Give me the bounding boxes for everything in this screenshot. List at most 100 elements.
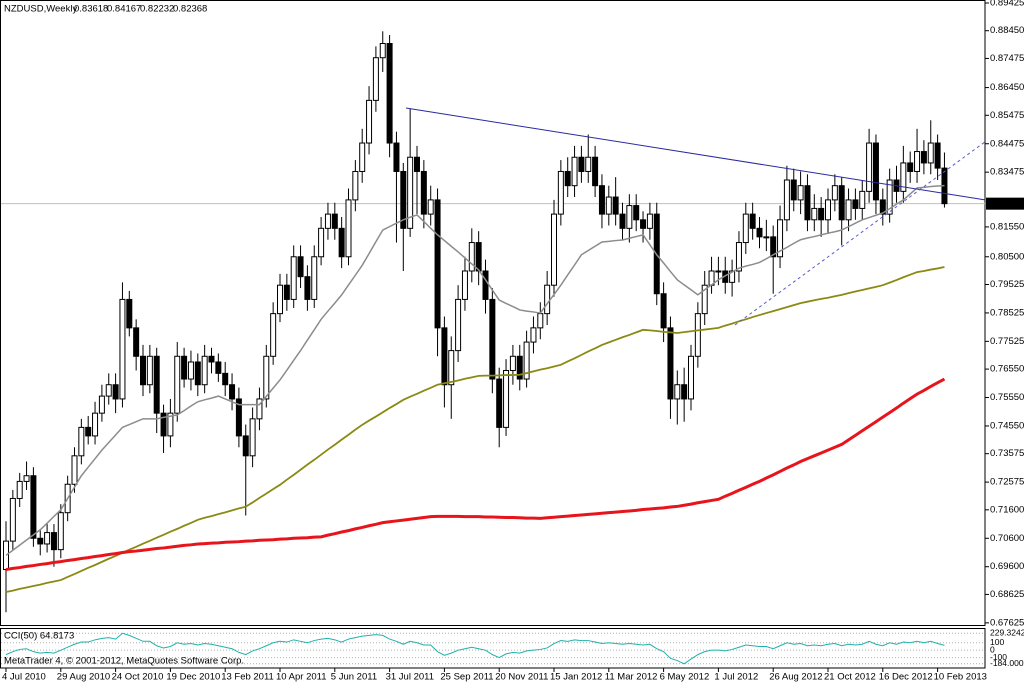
candle-body bbox=[571, 156, 578, 187]
candle-body bbox=[729, 270, 736, 283]
x-tick-label: 16 Dec 2012 bbox=[879, 672, 933, 682]
cci-line bbox=[5, 632, 945, 665]
candle-body bbox=[181, 355, 188, 380]
y-tick-label: 0.75550 bbox=[990, 392, 1024, 403]
candle-body bbox=[393, 142, 400, 172]
candle-body bbox=[277, 284, 283, 315]
y-tick-label: 0.83475 bbox=[990, 167, 1024, 178]
y-tick-label: 0.67625 bbox=[990, 617, 1024, 628]
moving-average-line bbox=[5, 377, 946, 572]
candle-body bbox=[37, 537, 44, 545]
candle-body bbox=[3, 540, 9, 571]
candle-body bbox=[345, 199, 352, 258]
x-tick-label: 1 Jul 2012 bbox=[714, 672, 758, 682]
candle-body bbox=[749, 213, 756, 229]
candle-body bbox=[201, 355, 208, 386]
x-tick-label: 29 Aug 2010 bbox=[57, 672, 110, 682]
candle-body bbox=[283, 284, 290, 300]
candle-body bbox=[146, 355, 153, 386]
candle-body bbox=[619, 213, 626, 229]
candle-body bbox=[331, 213, 338, 229]
candle-body bbox=[16, 480, 23, 499]
x-tick-label: 13 Feb 2011 bbox=[221, 672, 274, 682]
y-tick-label: 0 bbox=[990, 644, 995, 654]
candle-body bbox=[783, 179, 790, 221]
y-tick-label: 0.79525 bbox=[990, 279, 1024, 290]
candle-body bbox=[290, 256, 297, 300]
candle-body bbox=[934, 142, 941, 169]
candle-body bbox=[407, 156, 414, 229]
y-tick-label: 0.72575 bbox=[990, 477, 1024, 488]
y-tick-label: 0.78525 bbox=[990, 307, 1024, 318]
candle-body bbox=[804, 185, 811, 221]
indicator-title: CCI(50) 64.8173 bbox=[4, 631, 74, 642]
y-tick-label: 0.89425 bbox=[990, 0, 1024, 9]
candle-body bbox=[160, 412, 167, 437]
candle-body bbox=[845, 199, 852, 221]
candle-body bbox=[777, 219, 784, 258]
candle-body bbox=[866, 142, 873, 192]
candle-body bbox=[338, 227, 345, 258]
y-tick-label: 0.81550 bbox=[990, 221, 1024, 232]
candle-body bbox=[756, 227, 763, 238]
y-tick-label: 0.68625 bbox=[990, 589, 1024, 600]
y-tick-label: 0.84475 bbox=[990, 138, 1024, 149]
candle-body bbox=[646, 213, 653, 229]
header-high: 0.84167 bbox=[107, 4, 141, 15]
candle-body bbox=[927, 142, 934, 164]
candle-body bbox=[838, 185, 845, 221]
candle-body bbox=[30, 475, 37, 539]
y-tick-label: 0.73575 bbox=[990, 448, 1024, 459]
y-tick-label: 0.87475 bbox=[990, 53, 1024, 64]
y-tick-label: 0.80500 bbox=[990, 251, 1024, 262]
candle-body bbox=[85, 426, 92, 437]
y-tick-label: 100 bbox=[990, 637, 1004, 647]
candle-body bbox=[208, 355, 215, 363]
y-tick-label: 0.77525 bbox=[990, 336, 1024, 347]
candle-body bbox=[153, 355, 160, 414]
candle-body bbox=[57, 512, 64, 551]
candle-body bbox=[242, 435, 249, 457]
moving-average-line bbox=[5, 184, 945, 556]
x-tick-label: 6 May 2012 bbox=[660, 672, 710, 682]
candle-body bbox=[372, 57, 379, 101]
y-tick-label: 0.70600 bbox=[990, 533, 1024, 544]
candle-body bbox=[907, 162, 914, 172]
candle-body bbox=[174, 355, 181, 414]
header-close: 0.82368 bbox=[173, 4, 207, 15]
x-tick-label: 31 Jul 2011 bbox=[386, 672, 434, 682]
candle-body bbox=[598, 185, 605, 215]
candle-body bbox=[133, 327, 140, 357]
candle-body bbox=[701, 284, 708, 315]
trendline bbox=[734, 141, 986, 326]
candle-body bbox=[9, 497, 16, 542]
candle-body bbox=[50, 532, 57, 551]
candle-body bbox=[167, 412, 174, 437]
candle-body bbox=[605, 196, 612, 215]
candle-body bbox=[434, 199, 441, 329]
candle-body bbox=[455, 298, 462, 352]
candle-body bbox=[304, 276, 311, 300]
candle-body bbox=[256, 398, 263, 420]
candle-body bbox=[852, 199, 859, 209]
candle-body bbox=[222, 372, 229, 386]
candle-body bbox=[879, 199, 886, 215]
candle-body bbox=[592, 156, 599, 187]
candle-body bbox=[126, 298, 133, 329]
candle-body bbox=[660, 293, 667, 329]
candle-body bbox=[564, 170, 571, 187]
candle-body bbox=[194, 361, 201, 386]
y-tick-label: -184.0002 bbox=[990, 658, 1024, 668]
candle-body bbox=[71, 455, 78, 485]
candle-body bbox=[359, 142, 366, 172]
candle-body bbox=[496, 378, 503, 428]
y-tick-label: 0.71600 bbox=[990, 504, 1024, 515]
y-tick-label: -100 bbox=[990, 652, 1007, 662]
candle-body bbox=[585, 156, 592, 172]
y-tick-label: 0.74550 bbox=[990, 420, 1024, 431]
header-open: 0.83618 bbox=[74, 4, 108, 15]
candle-body bbox=[516, 355, 523, 380]
candle-body bbox=[441, 327, 448, 386]
candle-body bbox=[475, 242, 482, 272]
